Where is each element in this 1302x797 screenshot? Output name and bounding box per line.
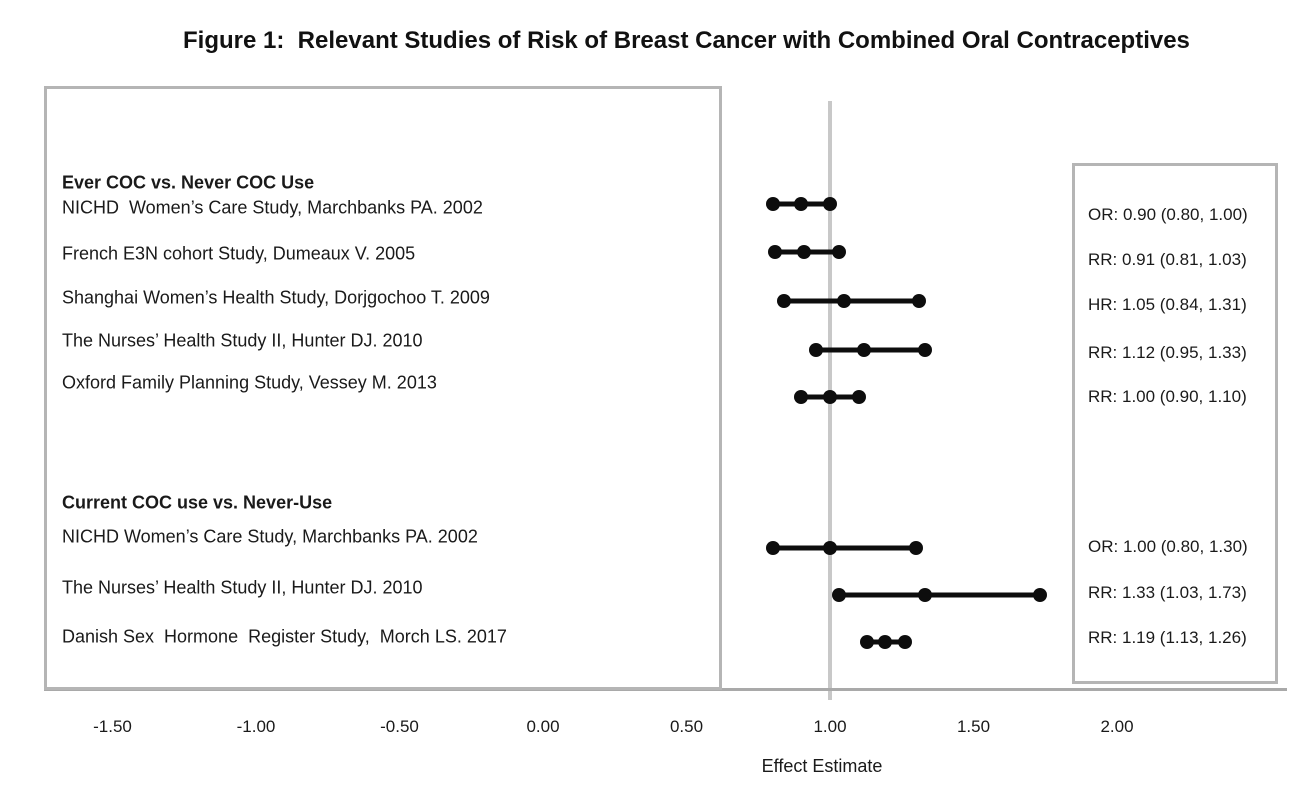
x-tick-label: 0.50	[669, 717, 704, 736]
estimate-label: OR: 1.00 (0.80, 1.30)	[1088, 537, 1248, 556]
x-tick-label: 2.00	[1100, 717, 1134, 736]
estimate-label: RR: 0.91 (0.81, 1.03)	[1088, 250, 1247, 269]
ci-dot-high	[1032, 588, 1047, 602]
study-label: French E3N cohort Study, Dumeaux V. 2005	[62, 243, 416, 264]
study-label: The Nurses’ Health Study II, Hunter DJ. …	[62, 330, 423, 351]
ci-dot-estimate	[797, 245, 812, 259]
ci-dot-high	[909, 541, 924, 555]
study-label: Oxford Family Planning Study, Vessey M. …	[62, 372, 437, 393]
estimate-label: RR: 1.12 (0.95, 1.33)	[1088, 343, 1247, 362]
ci-dot-low	[765, 541, 780, 555]
ci-dot-high	[831, 245, 846, 259]
ci-dot-estimate	[837, 294, 852, 308]
study-label: Danish Sex Hormone Register Study, Morch…	[62, 626, 507, 647]
ci-dot-estimate	[857, 343, 872, 357]
x-tick-label: 1.00	[813, 717, 847, 736]
ci-dot-estimate	[877, 635, 892, 649]
x-tick-label: 1.50	[956, 717, 991, 736]
x-tick-label: -1.50	[93, 717, 132, 736]
ci-dot-low	[777, 294, 792, 308]
estimate-label: RR: 1.19 (1.13, 1.26)	[1088, 628, 1247, 647]
ci-dot-estimate	[917, 588, 932, 602]
estimate-label: RR: 1.33 (1.03, 1.73)	[1088, 583, 1247, 602]
estimate-label: OR: 0.90 (0.80, 1.00)	[1088, 205, 1248, 224]
ci-dot-low	[831, 588, 846, 602]
ci-dot-high	[851, 390, 866, 404]
ci-interval-line	[772, 545, 917, 551]
study-label: The Nurses’ Health Study II, Hunter DJ. …	[62, 577, 423, 598]
ci-dot-low	[794, 390, 809, 404]
x-tick-label: 0.00	[526, 717, 560, 736]
ci-dot-estimate	[823, 390, 837, 404]
group-header: Current COC use vs. Never-Use	[62, 492, 333, 513]
ci-dot-low	[808, 343, 823, 357]
ci-interval-line	[838, 592, 1040, 598]
x-axis-title: Effect Estimate	[761, 756, 883, 776]
ci-dot-low	[860, 635, 875, 649]
estimates-box	[1072, 163, 1278, 684]
study-label: Shanghai Women’s Health Study, Dorjgocho…	[62, 287, 490, 308]
ci-dot-estimate	[823, 541, 837, 555]
ci-dot-high	[911, 294, 926, 308]
study-label: NICHD Women’s Care Study, Marchbanks PA.…	[62, 526, 478, 547]
ci-dot-estimate	[794, 197, 809, 211]
estimate-label: RR: 1.00 (0.90, 1.10)	[1088, 387, 1247, 406]
x-tick-label: -1.00	[236, 717, 276, 736]
estimate-label: HR: 1.05 (0.84, 1.31)	[1088, 295, 1247, 314]
x-tick-label: -0.50	[380, 717, 419, 736]
ci-dot-high	[897, 635, 912, 649]
study-labels-box	[44, 86, 722, 690]
ci-interval-line	[784, 298, 919, 304]
ci-dot-high	[823, 197, 837, 211]
ci-dot-low	[768, 245, 783, 259]
study-label: NICHD Women’s Care Study, Marchbanks PA.…	[62, 197, 483, 218]
ci-dot-low	[765, 197, 780, 211]
group-header: Ever COC vs. Never COC Use	[62, 172, 315, 193]
figure-title: Figure 1: Relevant Studies of Risk of Br…	[183, 27, 1190, 54]
ci-dot-high	[917, 343, 932, 357]
